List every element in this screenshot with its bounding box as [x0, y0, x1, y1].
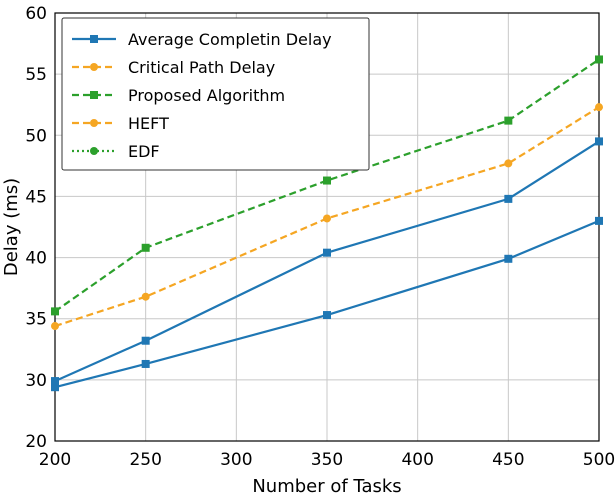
legend-entry: EDF: [72, 142, 160, 161]
data-point-marker: [51, 383, 59, 392]
y-tick-labels: 20 30 35 40 45 50 55 60: [25, 4, 47, 452]
data-point-marker: [323, 214, 331, 223]
legend-box: [61, 17, 370, 171]
data-point-marker: [595, 216, 603, 225]
data-point-marker: [504, 116, 513, 125]
y-tick-label: 20: [25, 432, 47, 452]
data-point-marker: [595, 103, 603, 112]
legend-entry: Critical Path Delay: [72, 58, 275, 77]
data-point-marker: [504, 254, 513, 263]
legend-entry: Proposed Algorithm: [72, 86, 285, 105]
x-axis-label: Number of Tasks: [252, 476, 401, 497]
data-point-marker: [90, 119, 98, 127]
data-point-marker: [141, 336, 150, 345]
series-1: [51, 103, 603, 331]
y-tick-label: 35: [25, 310, 47, 330]
x-tick-label: 200: [39, 450, 71, 470]
data-point-marker: [90, 63, 98, 71]
data-point-marker: [141, 292, 150, 301]
data-point-marker: [51, 377, 59, 386]
series-2: [51, 55, 603, 316]
legend-entry: Average Completin Delay: [72, 30, 332, 49]
y-tick-label: 45: [25, 187, 47, 207]
legend-label: Proposed Algorithm: [128, 86, 285, 105]
x-tick-label: 350: [311, 450, 343, 470]
x-tick-label: 500: [583, 450, 615, 470]
data-point-marker: [504, 194, 513, 203]
data-point-marker: [90, 147, 98, 155]
legend: Average Completin Delay Critical Path Del…: [61, 17, 370, 171]
y-axis-label: Delay (ms): [1, 178, 22, 276]
x-tick-label: 250: [129, 450, 161, 470]
series-lines: [51, 55, 603, 392]
x-tick-labels: 200 250 300 350 400 450 500: [39, 450, 615, 470]
data-point-marker: [141, 359, 150, 368]
legend-label: Average Completin Delay: [128, 30, 332, 49]
data-point-marker: [595, 55, 603, 64]
data-point-marker: [51, 322, 59, 331]
data-point-marker: [90, 91, 98, 99]
y-tick-label: 30: [25, 371, 47, 391]
legend-label: EDF: [128, 142, 160, 161]
legend-label: Critical Path Delay: [128, 58, 275, 77]
y-tick-label: 55: [25, 65, 47, 85]
data-point-marker: [323, 248, 331, 257]
y-tick-label: 50: [25, 126, 47, 146]
data-point-marker: [51, 307, 59, 316]
legend-entry: HEFT: [72, 114, 169, 133]
x-tick-label: 300: [220, 450, 252, 470]
series-0: [51, 216, 603, 392]
data-point-marker: [323, 311, 331, 320]
data-point-marker: [504, 159, 513, 168]
series-5: [51, 137, 603, 386]
data-point-marker: [323, 176, 331, 185]
x-tick-label: 450: [492, 450, 524, 470]
plot-frame: [54, 12, 600, 442]
x-tick-label: 400: [401, 450, 433, 470]
data-point-marker: [595, 137, 603, 146]
data-point-marker: [141, 243, 150, 252]
y-tick-label: 40: [25, 249, 47, 269]
series-line: [54, 58, 600, 313]
legend-label: HEFT: [128, 114, 169, 133]
data-point-marker: [90, 35, 98, 43]
y-tick-label: 60: [25, 4, 47, 24]
